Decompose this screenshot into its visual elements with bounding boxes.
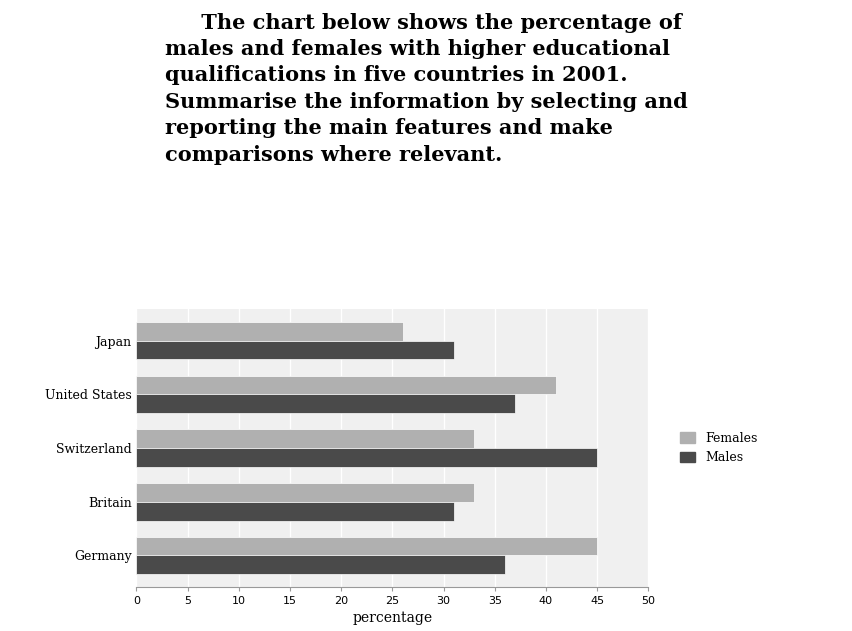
Legend: Females, Males: Females, Males [674,427,762,469]
Bar [136,502,453,521]
Bar [136,394,515,413]
Bar [136,375,556,394]
Bar [136,483,474,502]
Bar [136,536,596,555]
Bar [136,555,504,574]
X-axis label: percentage: percentage [352,611,432,625]
Text: IELTS
TUTOR: IELTS TUTOR [741,270,775,290]
Bar [136,448,596,467]
Bar [136,341,453,360]
Bar [136,322,402,341]
Bar [136,429,474,448]
Text: The chart below shows the percentage of
males and females with higher educationa: The chart below shows the percentage of … [165,13,687,165]
